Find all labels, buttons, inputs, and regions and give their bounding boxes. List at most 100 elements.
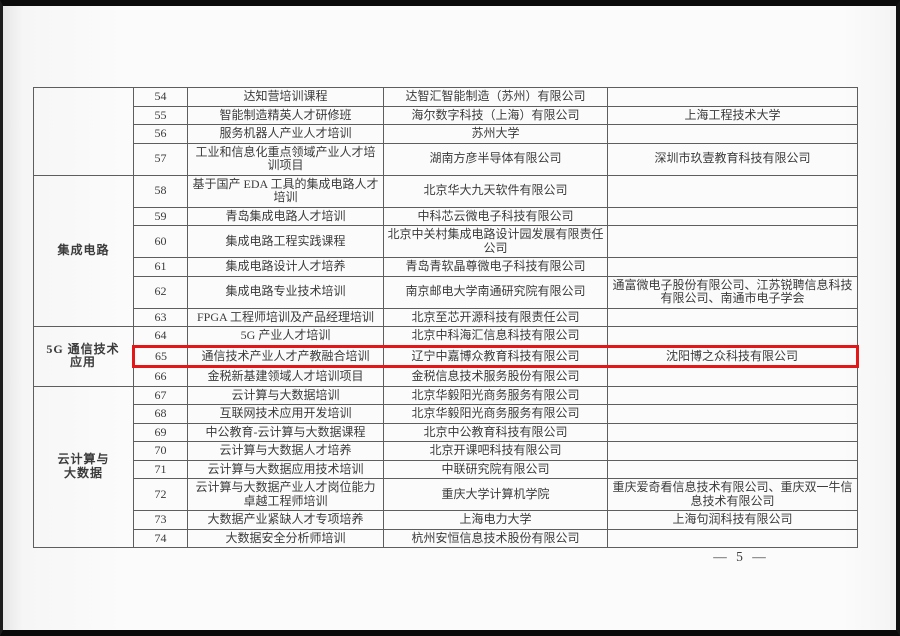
row-number-cell: 63 — [133, 307, 188, 327]
program-cell: 5G 产业人才培训 — [187, 326, 384, 347]
table-row: 55 智能制造精英人才研修班 海尔数字科技（上海）有限公司 上海工程技术大学 — [34, 105, 858, 125]
category-cell: 5G 通信技术 应用 — [33, 326, 134, 387]
table-row: 69 中公教育-云计算与大数据课程 北京中公教育科技有限公司 — [34, 422, 858, 442]
category-cell: 云计算与 大数据 — [33, 385, 134, 548]
partner-cell — [607, 87, 858, 107]
partner-cell: 上海句润科技有限公司 — [607, 510, 858, 530]
org-cell: 北京至芯开源科技有限责任公司 — [383, 307, 608, 327]
program-cell: 集成电路专业技术培训 — [187, 275, 384, 309]
partner-cell — [607, 225, 858, 258]
org-cell: 北京开课吧科技有限公司 — [383, 441, 608, 461]
table-row: 68 互联网技术应用开发培训 北京华毅阳光商务服务有限公司 — [34, 404, 858, 424]
org-cell: 海尔数字科技（上海）有限公司 — [383, 105, 608, 125]
org-cell: 中科芯云微电子科技有限公司 — [383, 206, 608, 226]
table-row: 71 云计算与大数据应用技术培训 中联研究院有限公司 — [34, 459, 858, 479]
table-row: 云计算与 大数据 67 云计算与大数据培训 北京华毅阳光商务服务有限公司 — [33, 385, 858, 548]
program-cell: 大数据产业紧缺人才专项培养 — [187, 510, 384, 530]
program-cell: 大数据安全分析师培训 — [187, 528, 384, 548]
org-cell: 北京中关村集成电路设计园发展有限责任公司 — [383, 225, 608, 258]
partner-cell — [607, 441, 858, 461]
row-number-cell: 74 — [133, 528, 188, 548]
category-cell: 集成电路 — [33, 174, 134, 327]
program-cell: 基于国产 EDA 工具的集成电路人才培训 — [187, 174, 384, 208]
program-cell: 智能制造精英人才研修班 — [187, 105, 384, 125]
table-row: 集成电路 58 基于国产 EDA 工具的集成电路人才培训 北京华大九天软件有限公… — [33, 174, 858, 327]
program-cell: 云计算与大数据培训 — [187, 385, 384, 405]
row-number-cell: 56 — [133, 124, 188, 144]
partner-cell: 深圳市玖壹教育科技有限公司 — [607, 142, 858, 176]
partner-cell — [607, 404, 858, 424]
row-number-cell: 58 — [133, 174, 188, 208]
category-cell — [33, 87, 134, 176]
org-cell: 苏州大学 — [383, 124, 608, 144]
partner-cell: 重庆爱奇看信息技术有限公司、重庆双一牛信息技术有限公司 — [607, 478, 858, 511]
partner-cell — [607, 422, 858, 442]
org-cell: 重庆大学计算机学院 — [383, 478, 608, 511]
org-cell: 湖南方彦半导体有限公司 — [383, 142, 608, 176]
table-row: 56 服务机器人产业人才培训 苏州大学 — [34, 124, 858, 144]
row-number-cell: 55 — [133, 105, 188, 125]
row-number-cell: 54 — [133, 87, 188, 107]
partner-cell: 上海工程技术大学 — [607, 105, 858, 125]
program-cell: 云计算与大数据人才培养 — [187, 441, 384, 461]
partner-cell: 通富微电子股份有限公司、江苏锐聘信息科技有限公司、南通市电子学会 — [607, 275, 858, 309]
program-cell: 工业和信息化重点领域产业人才培训项目 — [187, 142, 384, 176]
row-number-cell: 59 — [133, 206, 188, 226]
partner-cell — [607, 459, 858, 479]
table-row: 74 大数据安全分析师培训 杭州安恒信息技术股份有限公司 — [34, 528, 858, 548]
partner-cell — [607, 257, 858, 277]
program-cell: 集成电路工程实践课程 — [187, 225, 384, 258]
program-cell: 集成电路设计人才培养 — [187, 257, 384, 277]
partner-cell — [607, 366, 858, 387]
table-row: 59 青岛集成电路人才培训 中科芯云微电子科技有限公司 — [34, 206, 858, 226]
program-cell: 云计算与大数据产业人才岗位能力卓越工程师培训 — [187, 478, 384, 511]
org-cell: 北京华毅阳光商务服务有限公司 — [383, 404, 608, 424]
partner-cell: 沈阳博之众科技有限公司 — [607, 344, 859, 368]
org-cell: 达智汇智能制造（苏州）有限公司 — [383, 87, 608, 107]
partner-cell — [607, 174, 858, 208]
table-row-highlighted: 65 通信技术产业人才产教融合培训 辽宁中嘉博众教育科技有限公司 沈阳博之众科技… — [34, 344, 859, 368]
row-number-cell: 72 — [133, 478, 188, 511]
table-row: 72 云计算与大数据产业人才岗位能力卓越工程师培训 重庆大学计算机学院 重庆爱奇… — [34, 478, 858, 511]
row-number-cell: 64 — [133, 326, 188, 347]
row-number-cell: 62 — [133, 275, 188, 309]
table-row: 63 FPGA 工程师培训及产品经理培训 北京至芯开源科技有限责任公司 — [34, 307, 858, 327]
partner-cell — [607, 326, 858, 347]
org-cell: 上海电力大学 — [383, 510, 608, 530]
table-row: 73 大数据产业紧缺人才专项培养 上海电力大学 上海句润科技有限公司 — [34, 510, 858, 530]
row-number-cell: 69 — [133, 422, 188, 442]
org-cell: 南京邮电大学南通研究院有限公司 — [383, 275, 608, 309]
table-row: 66 金税新基建领域人才培训项目 金税信息技术服务股份有限公司 — [34, 366, 858, 387]
org-cell: 北京中科海汇信息科技有限公司 — [383, 326, 608, 347]
row-number-cell: 61 — [133, 257, 188, 277]
row-number-cell: 71 — [133, 459, 188, 479]
table-row: 60 集成电路工程实践课程 北京中关村集成电路设计园发展有限责任公司 — [34, 225, 858, 258]
partner-cell — [607, 528, 858, 548]
row-number-cell: 66 — [133, 366, 188, 387]
table-row: 57 工业和信息化重点领域产业人才培训项目 湖南方彦半导体有限公司 深圳市玖壹教… — [34, 142, 858, 176]
program-cell: 金税新基建领域人才培训项目 — [187, 366, 384, 387]
row-number-cell: 65 — [132, 344, 188, 368]
program-cell: 云计算与大数据应用技术培训 — [187, 459, 384, 479]
row-number-cell: 60 — [133, 225, 188, 258]
org-cell: 金税信息技术服务股份有限公司 — [383, 366, 608, 387]
program-cell: FPGA 工程师培训及产品经理培训 — [187, 307, 384, 327]
row-number-cell: 67 — [133, 385, 188, 405]
program-cell: 青岛集成电路人才培训 — [187, 206, 384, 226]
row-number-cell: 73 — [133, 510, 188, 530]
org-cell: 中联研究院有限公司 — [383, 459, 608, 479]
page-number: — 5 — — [713, 549, 769, 564]
table-row: 54 达知营培训课程 达智汇智能制造（苏州）有限公司 — [33, 87, 858, 176]
org-cell: 北京华毅阳光商务服务有限公司 — [383, 385, 608, 405]
table-row: 70 云计算与大数据人才培养 北京开课吧科技有限公司 — [34, 441, 858, 461]
program-cell: 达知营培训课程 — [187, 87, 384, 107]
partner-cell — [607, 307, 858, 327]
program-cell: 服务机器人产业人才培训 — [187, 124, 384, 144]
training-programs-table: 54 达知营培训课程 达智汇智能制造（苏州）有限公司 55 智能制造精英人才研修… — [33, 87, 859, 548]
row-number-cell: 68 — [133, 404, 188, 424]
program-cell: 通信技术产业人才产教融合培训 — [187, 344, 384, 368]
org-cell: 北京中公教育科技有限公司 — [383, 422, 608, 442]
row-number-cell: 70 — [133, 441, 188, 461]
org-cell: 杭州安恒信息技术股份有限公司 — [383, 528, 608, 548]
